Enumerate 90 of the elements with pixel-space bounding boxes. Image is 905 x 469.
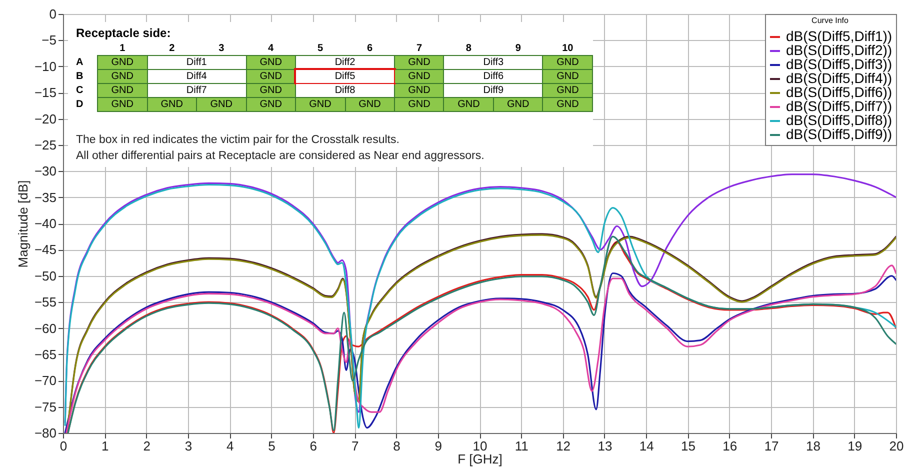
annotation: GND [408, 57, 430, 68]
annotation: Receptacle side: [76, 26, 171, 40]
x-tick-label: 0 [60, 438, 68, 454]
y-tick-label: −15 [34, 85, 56, 100]
annotation: GND [556, 99, 579, 110]
annotation: GND [408, 71, 430, 82]
annotation: GND [210, 99, 232, 110]
annotation: GND [408, 99, 430, 110]
annotation: 5 [316, 42, 324, 56]
annotation: GND [556, 57, 579, 68]
x-tick-label: 4 [226, 438, 234, 454]
annotation: D [75, 98, 84, 112]
y-tick-label: −35 [34, 190, 56, 205]
annotation: 10 [561, 42, 574, 56]
annotation: GND [408, 85, 430, 96]
annotation: The box in red indicates the victim pair for the Crosstalk results. [76, 134, 400, 146]
annotation: 3 [218, 42, 226, 56]
annotation: GND [358, 99, 381, 110]
annotation: GND [260, 71, 282, 82]
annotation: Diff2 [334, 57, 356, 68]
x-tick-label: 14 [639, 438, 654, 454]
y-tick-label: −75 [34, 399, 56, 414]
x-tick-label: 19 [848, 438, 862, 454]
y-tick-label: −55 [34, 294, 56, 310]
y-tick-label: −60 [34, 320, 56, 336]
annotation: GND [160, 99, 183, 110]
x-tick-label: 1 [102, 438, 109, 454]
x-tick-label: 11 [514, 438, 528, 454]
annotation: C [75, 84, 84, 98]
y-tick-label: −65 [34, 346, 56, 362]
x-tick-label: 18 [806, 438, 820, 454]
x-axis-title: F [GHz] [458, 452, 502, 466]
annotation: A [75, 56, 84, 70]
y-tick-label: −70 [34, 373, 56, 388]
annotation: Diff3 [483, 57, 504, 68]
annotation: 7 [415, 42, 423, 56]
annotation: GND [111, 99, 134, 110]
annotation: Diff8 [334, 85, 356, 96]
x-tick-label: 6 [310, 438, 318, 454]
annotation: Diff4 [186, 71, 207, 82]
y-tick-label: −80 [34, 426, 56, 440]
y-tick-label: −45 [34, 242, 56, 258]
annotation: Diff1 [186, 57, 207, 68]
x-tick-label: 13 [598, 438, 612, 454]
annotation: Diff6 [483, 71, 504, 82]
x-tick-label: 3 [184, 438, 192, 454]
y-axis-title: Magnitude [dB] [15, 180, 30, 268]
annotation: GND [556, 71, 579, 82]
y-tick-label: −20 [34, 111, 56, 126]
annotation: GND [309, 99, 332, 110]
legend-title: Curve Info [812, 16, 850, 25]
annotation: GND [111, 71, 134, 82]
annotation: 8 [464, 42, 472, 56]
y-tick-label: 0 [49, 6, 56, 22]
annotation: GND [260, 99, 282, 110]
x-tick-label: 7 [351, 438, 359, 454]
annotation: 6 [366, 42, 374, 56]
y-tick-label: −5 [42, 32, 56, 48]
y-tick-label: −25 [34, 137, 56, 152]
annotation: 2 [168, 42, 176, 56]
annotation: GND [507, 99, 530, 110]
y-tick-label: −10 [34, 58, 56, 74]
annotation: All other differential pairs at Receptacle are considered as Near end aggressors. [76, 150, 484, 162]
annotation: Diff9 [483, 85, 504, 96]
y-tick-label: −40 [34, 216, 56, 231]
annotation: GND [556, 85, 579, 96]
x-tick-label: 9 [434, 438, 442, 454]
annotation: B [75, 70, 84, 84]
x-tick-label: 17 [764, 438, 779, 454]
x-tick-label: 8 [393, 438, 400, 454]
annotation: GND [111, 85, 134, 96]
x-tick-label: 16 [722, 438, 738, 454]
y-tick-label: −50 [34, 268, 56, 284]
x-tick-label: 12 [556, 438, 571, 454]
annotation: GND [458, 99, 480, 110]
annotation: GND [260, 85, 282, 96]
annotation: 4 [267, 42, 275, 56]
annotation: GND [260, 57, 282, 68]
x-tick-label: 20 [889, 438, 904, 454]
annotation: Diff7 [186, 85, 207, 96]
x-tick-label: 10 [472, 438, 488, 454]
annotation: Diff5 [334, 71, 356, 82]
legend-label: dB(S(Diff5,Diff1)) [786, 28, 892, 44]
annotation: 1 [118, 42, 126, 56]
annotation: 9 [514, 42, 522, 56]
y-tick-label: −30 [34, 164, 56, 179]
x-tick-label: 15 [681, 438, 696, 454]
x-tick-label: 5 [268, 438, 276, 454]
x-tick-label: 2 [143, 438, 150, 454]
annotation: GND [111, 57, 134, 68]
